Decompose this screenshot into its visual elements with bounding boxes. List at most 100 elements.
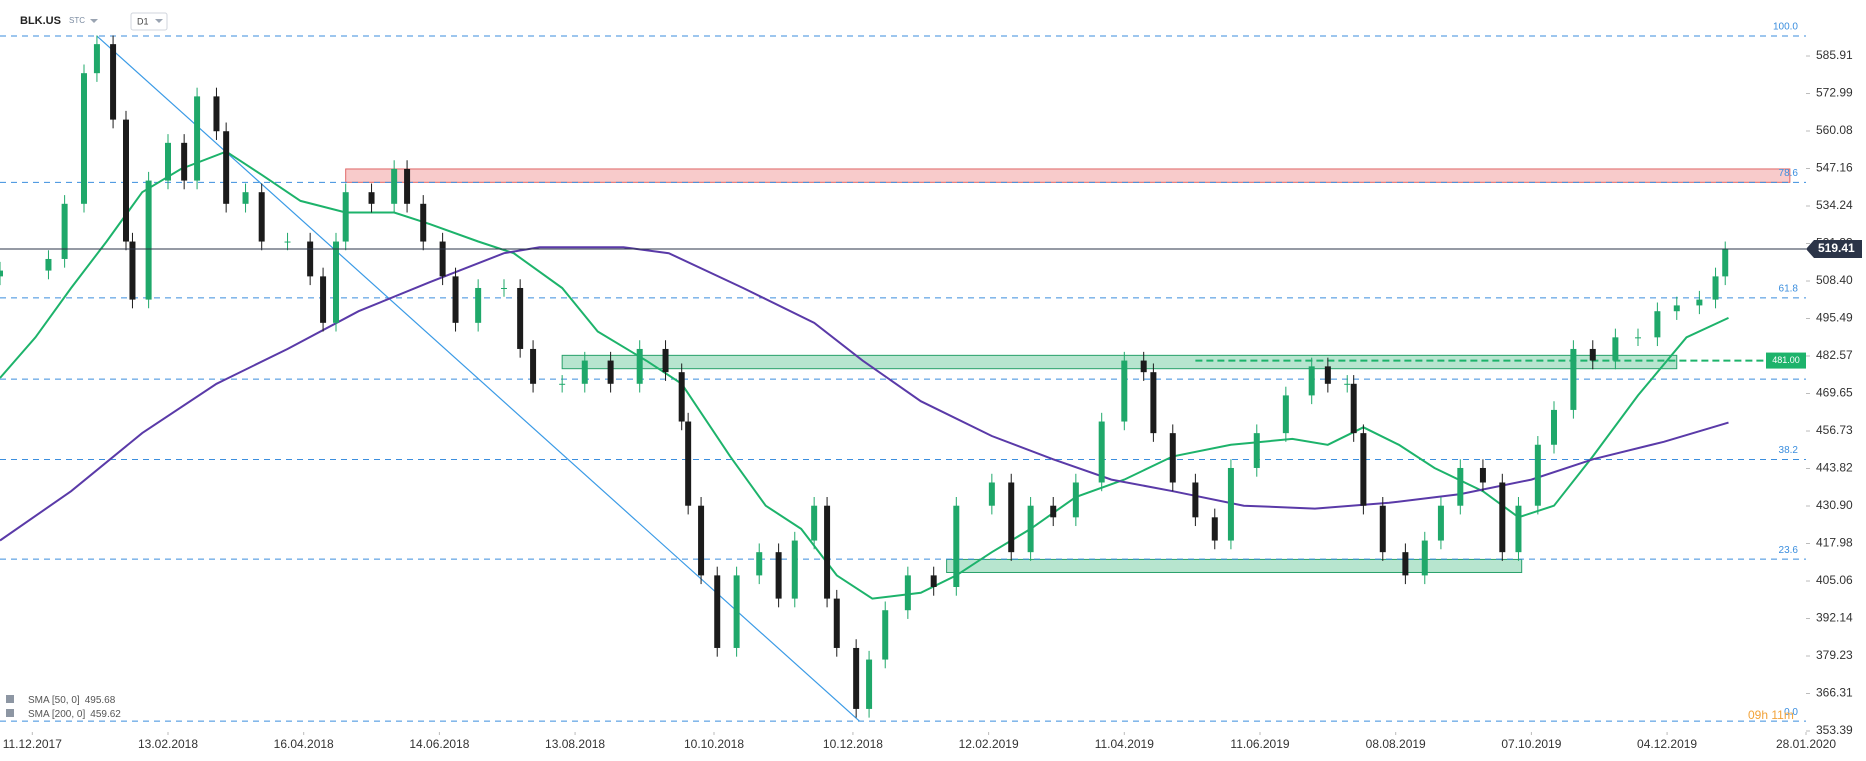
candle-body (1027, 505, 1034, 553)
candle-body (714, 575, 721, 648)
y-tick-label: 585.91 (1816, 48, 1853, 62)
candle-body (258, 192, 265, 242)
candle-body (698, 505, 705, 576)
fib-label: 100.0 (1773, 22, 1798, 33)
candle-body (452, 276, 459, 323)
candle-body (1437, 505, 1444, 541)
candle-body (636, 348, 643, 384)
candle-body (420, 203, 427, 242)
y-tick-label: 482.57 (1816, 348, 1853, 362)
y-tick-label: 392.14 (1816, 611, 1853, 625)
candle-body (1360, 433, 1367, 506)
candle-body (1673, 305, 1680, 312)
x-tick-label: 14.06.2018 (409, 737, 469, 751)
candle-body (1121, 360, 1128, 422)
candle-body (223, 131, 230, 204)
x-tick-label: 10.10.2018 (684, 737, 744, 751)
candle-body (1282, 395, 1289, 434)
zone (561, 354, 1678, 370)
fib-label: 61.8 (1779, 284, 1799, 295)
candle-body (756, 552, 763, 576)
candle-body (110, 44, 117, 120)
candle-body (1570, 348, 1577, 410)
x-tick-label: 13.08.2018 (545, 737, 605, 751)
candle-body (1344, 383, 1351, 385)
candle-body (775, 552, 782, 599)
candle-body (1612, 337, 1619, 361)
y-tick-label: 430.90 (1816, 498, 1853, 512)
x-tick-label: 13.02.2018 (138, 737, 198, 751)
candle-body (1098, 421, 1105, 483)
candle-body (1722, 249, 1729, 277)
dropdown-icon[interactable] (90, 19, 98, 23)
candle-body (1072, 482, 1079, 518)
candle-body (333, 241, 339, 323)
x-tick-label: 11.06.2019 (1230, 737, 1289, 751)
candle-body (1227, 467, 1234, 541)
x-tick-label: 12.02.2019 (959, 737, 1019, 751)
candle-body (1402, 552, 1409, 576)
candle-body (1169, 433, 1176, 483)
candle-body (833, 598, 840, 648)
candle-body (733, 575, 740, 648)
interval-selector[interactable] (130, 12, 168, 31)
candle-body (811, 505, 818, 541)
candle-body (165, 142, 171, 181)
last-price-label: 519.41 (1818, 241, 1855, 255)
candle-body (1696, 299, 1703, 306)
legend-name: SMA [50, 0] (28, 695, 80, 706)
candle-body (988, 482, 995, 506)
candle-body (61, 203, 68, 259)
fib-label: 0.0 (1784, 707, 1798, 718)
legend-name: SMA [200, 0] (28, 709, 85, 720)
candle-body (581, 360, 588, 384)
candle-body (145, 180, 152, 300)
candle-body (320, 276, 327, 323)
candle-body (1421, 540, 1428, 576)
candle-body (181, 142, 188, 181)
countdown: 09h 11m (1748, 708, 1794, 722)
candle-body (1308, 366, 1315, 396)
candle-body (1050, 505, 1057, 518)
legend-value: 459.62 (90, 709, 121, 720)
y-tick-label: 456.73 (1816, 423, 1853, 437)
candle-body (904, 575, 911, 611)
candle-body (1589, 348, 1596, 361)
candle-body (1551, 409, 1557, 445)
candle-body (0, 270, 3, 277)
candle-body (517, 287, 524, 349)
candle-body (1253, 433, 1260, 468)
symbol: BLK.US (20, 15, 61, 27)
candle-body (391, 168, 398, 204)
candle-body (45, 258, 52, 271)
y-tick-label: 417.98 (1816, 536, 1853, 550)
dropdown-icon[interactable] (155, 19, 163, 23)
candle-body (866, 659, 873, 709)
x-tick-label: 11.12.2017 (3, 737, 62, 751)
candle-body (824, 505, 831, 599)
candle-body (791, 540, 798, 599)
y-tick-label: 572.99 (1816, 86, 1853, 100)
candle-body (404, 168, 411, 204)
candle-body (882, 610, 889, 660)
y-tick-label: 353.39 (1816, 723, 1853, 737)
candle-body (81, 73, 87, 204)
last-price-tag (1806, 240, 1862, 259)
candle-body (342, 192, 349, 242)
candle-body (439, 241, 446, 277)
candle-body (930, 575, 937, 587)
candle-body (1150, 372, 1157, 434)
candle-body (1350, 383, 1357, 434)
x-tick-label: 16.04.2018 (274, 737, 334, 751)
y-tick-label: 405.06 (1816, 573, 1853, 587)
candle-body (853, 647, 860, 709)
sma-line (0, 246, 1729, 542)
x-tick-label: 08.08.2019 (1366, 737, 1426, 751)
y-tick-label: 508.40 (1816, 273, 1853, 287)
candle-body (501, 287, 507, 289)
candle-body (559, 383, 566, 385)
y-tick-label: 547.16 (1816, 161, 1853, 175)
